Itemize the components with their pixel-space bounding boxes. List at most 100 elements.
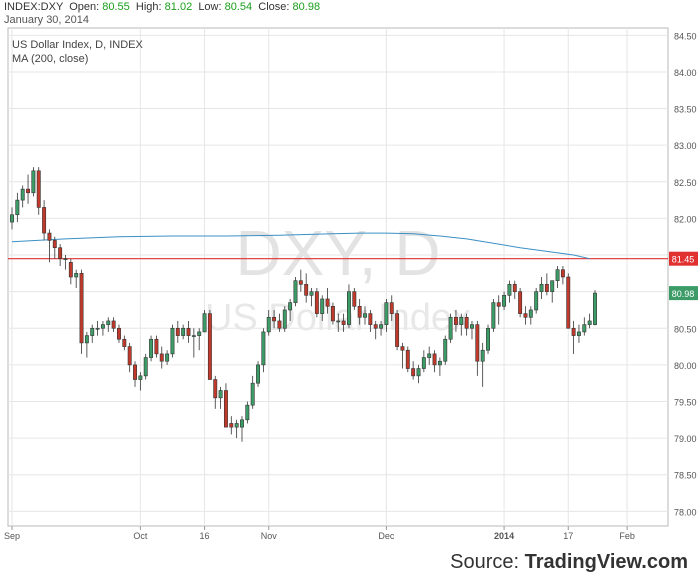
candle-body [347, 291, 351, 325]
candle-body [411, 368, 416, 377]
x-tick-label: Sep [4, 531, 20, 541]
candle-body [288, 302, 293, 311]
candle-body [181, 327, 186, 336]
y-tick-label: 82.50 [674, 178, 697, 188]
y-tick-label: 80.00 [674, 361, 697, 371]
candle-body [218, 390, 223, 399]
candle-body [336, 320, 341, 323]
candle-body [320, 298, 325, 314]
x-tick-label: 16 [200, 531, 210, 541]
y-tick-label: 83.50 [674, 105, 697, 115]
candle-body [480, 349, 485, 362]
candle-body [459, 316, 464, 325]
date-label: January 30, 2014 [4, 14, 90, 26]
x-tick-label: 2014 [494, 531, 514, 541]
open-label: Open: [69, 1, 100, 13]
candle-body [443, 338, 448, 362]
candle-body [384, 302, 389, 325]
candle-body [582, 324, 587, 333]
candle-body [400, 346, 405, 351]
high-label: High: [135, 1, 162, 13]
candle-body [175, 327, 180, 336]
candle-body [127, 346, 132, 366]
candle-body [555, 269, 560, 281]
candle-body [165, 353, 170, 362]
candle-body [63, 258, 68, 260]
candle-body [523, 313, 528, 318]
candle-body [330, 305, 335, 322]
candle-body [36, 170, 41, 208]
candle-body [100, 324, 105, 329]
candle-body [496, 302, 501, 307]
candle-body [159, 353, 164, 362]
candle-body [464, 316, 469, 329]
candle-body [197, 331, 202, 336]
candle-body [170, 327, 175, 355]
candle-body [470, 324, 474, 329]
candle-body [389, 302, 394, 314]
candle-body [47, 232, 52, 241]
candle-body [245, 404, 250, 421]
candle-body [491, 302, 496, 329]
candle-body [357, 305, 362, 318]
candle-body [539, 284, 544, 292]
source-credit: Source: TradingView.com [450, 551, 688, 574]
candle-body [229, 423, 234, 428]
candle-body [373, 324, 378, 329]
watermark-symbol: DXY, D [235, 217, 440, 289]
candle-body [79, 273, 84, 344]
candle-body [52, 240, 57, 249]
high-value: 81.02 [164, 1, 193, 13]
candle-body [448, 316, 453, 340]
candle-body [544, 284, 549, 292]
x-tick-label: Nov [261, 531, 278, 541]
candle-body [379, 324, 384, 329]
last-price-label: 80.98 [672, 289, 695, 299]
candle-body [74, 273, 79, 278]
candle-body [95, 327, 100, 330]
candle-body [453, 316, 458, 325]
candle-body [325, 298, 330, 307]
candle-body [202, 313, 207, 333]
x-tick-label: Dec [378, 531, 395, 541]
low-label: Low: [198, 1, 222, 13]
y-tick-label: 79.00 [674, 434, 697, 444]
y-tick-label: 79.50 [674, 398, 697, 408]
candle-body [213, 379, 218, 399]
candle-body [293, 280, 298, 303]
candle-body [416, 368, 421, 377]
source-prefix: Source: [450, 551, 520, 573]
y-tick-label: 78.50 [674, 471, 697, 481]
candle-body [26, 188, 31, 194]
candle-body [566, 276, 571, 329]
ohlc-header: INDEX:DXY Open: 80.55 High: 81.02 Low: 8… [4, 1, 320, 13]
candle-body [486, 327, 490, 351]
candle-body [240, 419, 244, 428]
y-tick-label: 84.50 [674, 31, 697, 41]
candle-body [143, 357, 148, 377]
candle-body [266, 316, 271, 333]
candle-body [186, 327, 191, 336]
symbol-label: INDEX:DXY [4, 1, 64, 13]
y-tick-label: 80.50 [674, 324, 697, 334]
candle-body [282, 309, 287, 329]
candle-body [314, 291, 319, 314]
candle-body [507, 284, 512, 296]
low-value: 80.54 [224, 1, 253, 13]
candle-body [309, 291, 314, 296]
candle-body [256, 364, 260, 384]
candle-body [111, 320, 116, 329]
candle-body [58, 247, 63, 259]
candle-body [117, 327, 121, 340]
candle-body [587, 320, 592, 325]
candle-body [68, 262, 73, 278]
candle-body [576, 331, 581, 336]
candle-body [10, 214, 14, 223]
candle-body [31, 170, 36, 194]
candle-body [234, 423, 239, 428]
candle-body [421, 357, 426, 369]
candle-body [106, 320, 111, 325]
y-tick-label: 84.00 [674, 68, 697, 78]
candle-body [272, 316, 277, 322]
